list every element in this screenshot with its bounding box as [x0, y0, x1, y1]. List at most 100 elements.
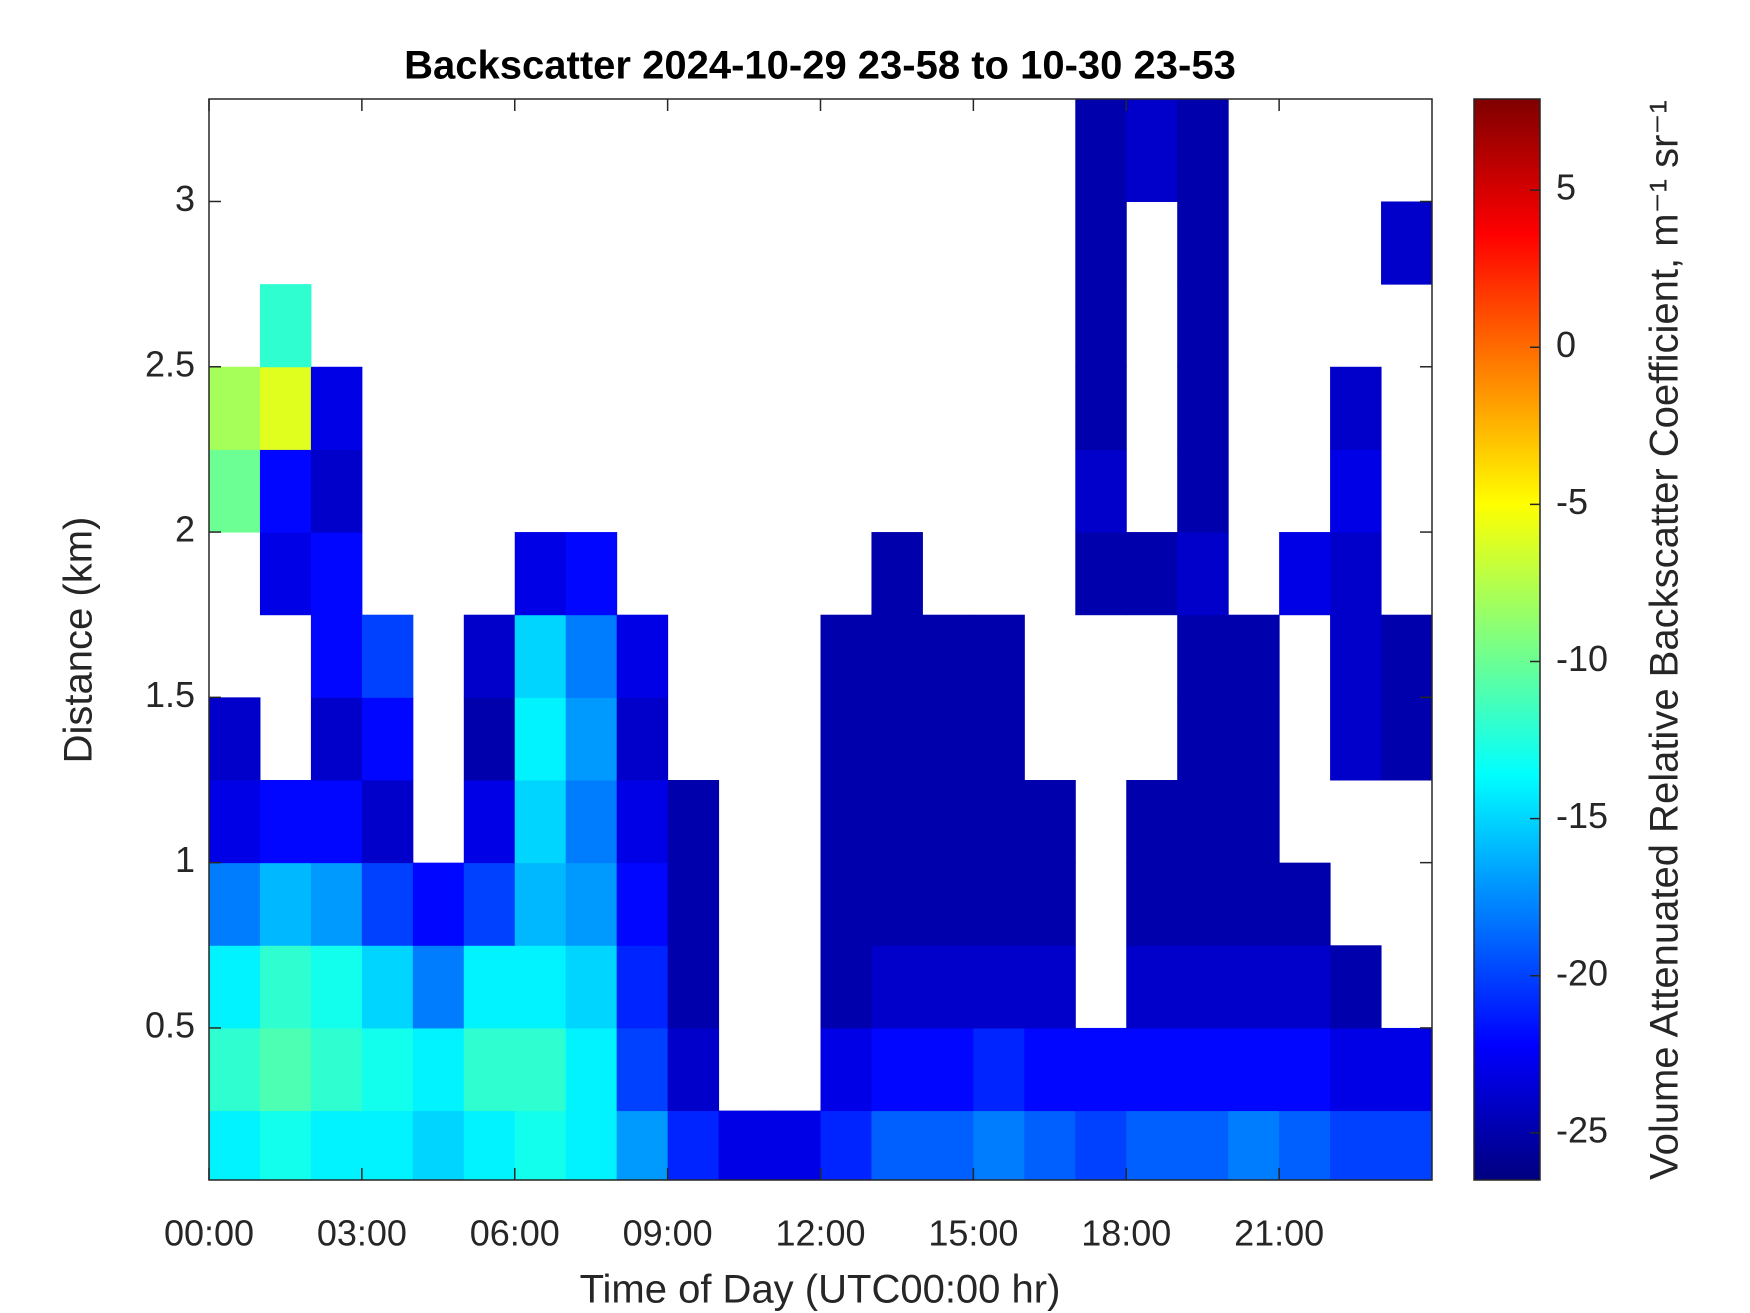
- heatmap-cell: [463, 614, 516, 698]
- heatmap-cell: [973, 945, 1025, 1029]
- heatmap-cell: [871, 532, 923, 616]
- heatmap-cell: [514, 697, 567, 781]
- heatmap-cell: [412, 1027, 465, 1112]
- y-tick-label: 1.5: [145, 674, 195, 715]
- heatmap-cell: [514, 779, 567, 864]
- heatmap-cell: [1075, 366, 1127, 450]
- heatmap-cell: [1177, 201, 1229, 285]
- heatmap-cell: [1024, 862, 1076, 946]
- y-tick-label: 2.5: [145, 343, 195, 384]
- heatmap-cell: [259, 1110, 312, 1181]
- heatmap-cell: [1126, 945, 1178, 1029]
- heatmap-cell: [871, 1110, 923, 1181]
- heatmap-cell: [769, 1110, 821, 1181]
- heatmap-cell: [361, 697, 414, 781]
- heatmap-cell: [1228, 862, 1280, 946]
- heatmap-cell: [361, 1110, 414, 1181]
- x-tick-label: 18:00: [1081, 1213, 1171, 1254]
- heatmap-cell: [922, 1027, 974, 1112]
- heatmap-cell: [259, 284, 312, 368]
- heatmap-cell: [412, 862, 465, 946]
- heatmap-cell: [1126, 532, 1178, 616]
- heatmap-cell: [514, 945, 567, 1029]
- heatmap-cell: [1177, 366, 1229, 450]
- y-axis-label: Distance (km): [57, 517, 101, 764]
- heatmap-cell: [514, 862, 567, 946]
- heatmap-cell: [667, 1110, 720, 1181]
- x-tick-label: 09:00: [623, 1213, 713, 1254]
- heatmap-cell: [259, 532, 312, 616]
- heatmap-cell: [871, 779, 923, 864]
- heatmap-cell: [259, 779, 312, 864]
- heatmap-cell: [973, 1027, 1025, 1112]
- heatmap-cell: [871, 614, 923, 698]
- heatmap-cell: [565, 532, 618, 616]
- heatmap-cell: [259, 1027, 312, 1112]
- heatmap-cell: [616, 697, 669, 781]
- x-tick-label: 21:00: [1234, 1213, 1324, 1254]
- heatmap-cell: [361, 862, 414, 946]
- heatmap-cell: [463, 1027, 516, 1112]
- heatmap-cell: [1330, 449, 1382, 533]
- heatmap-cell: [259, 366, 312, 450]
- heatmap-cell: [1126, 1110, 1178, 1181]
- heatmap-cell: [1075, 201, 1127, 285]
- heatmap-cell: [1330, 945, 1382, 1029]
- y-tick-label: 0.5: [145, 1004, 195, 1045]
- colorbar-tick-label: 5: [1556, 167, 1576, 208]
- heatmap-cell: [1126, 862, 1178, 946]
- heatmap-cell: [871, 697, 923, 781]
- colorbar-label: Volume Attenuated Relative Backscatter C…: [1643, 100, 1687, 1180]
- heatmap-cell: [1330, 614, 1382, 698]
- heatmap-cell: [820, 614, 872, 698]
- heatmap-cell: [1228, 945, 1280, 1029]
- colorbar-tick-label: -5: [1556, 481, 1588, 522]
- heatmap-cell: [871, 945, 923, 1029]
- heatmap-cell: [259, 945, 312, 1029]
- heatmap-cell: [514, 1027, 567, 1112]
- heatmap-cell: [1330, 1027, 1382, 1112]
- heatmap-cell: [1126, 99, 1178, 202]
- heatmap-cell: [310, 449, 363, 533]
- heatmap-cell: [922, 697, 974, 781]
- heatmap-cell: [871, 1027, 923, 1112]
- colorbar-tick-label: -25: [1556, 1109, 1608, 1150]
- heatmap-cell: [209, 1027, 261, 1112]
- heatmap-cell: [1177, 449, 1229, 533]
- heatmap-cell: [1126, 1027, 1178, 1112]
- heatmap-cell: [361, 779, 414, 864]
- heatmap-cell: [1177, 284, 1229, 368]
- heatmap-cell: [565, 945, 618, 1029]
- heatmap-cell: [1279, 1027, 1331, 1112]
- y-tick-label: 3: [175, 178, 195, 219]
- colorbar-tick-label: 0: [1556, 324, 1576, 365]
- heatmap-cell: [463, 945, 516, 1029]
- heatmap-cell: [463, 862, 516, 946]
- x-tick-label: 15:00: [928, 1213, 1018, 1254]
- heatmap-cell: [1177, 697, 1229, 781]
- heatmap-cell: [616, 945, 669, 1029]
- heatmap-cell: [1024, 1027, 1076, 1112]
- heatmap-cell: [361, 614, 414, 698]
- heatmap-cell: [922, 779, 974, 864]
- heatmap-cell: [310, 614, 363, 698]
- heatmap-cell: [209, 697, 261, 781]
- heatmap-cell: [1024, 1110, 1076, 1181]
- heatmap-cell: [1228, 1027, 1280, 1112]
- heatmap-cell: [1177, 532, 1229, 616]
- y-tick-label: 1: [175, 839, 195, 880]
- heatmap-cell: [1075, 449, 1127, 533]
- heatmap-cell: [514, 614, 567, 698]
- heatmap-cell: [616, 1027, 669, 1112]
- heatmap-cell: [209, 862, 261, 946]
- colorbar-tick-label: -20: [1556, 952, 1608, 993]
- heatmap-cell: [1228, 1110, 1280, 1181]
- heatmap-cell: [1330, 1110, 1382, 1181]
- heatmap-cell: [1075, 284, 1127, 368]
- heatmap-cell: [565, 779, 618, 864]
- heatmap-cell: [565, 614, 618, 698]
- heatmap-cell: [1330, 697, 1382, 781]
- heatmap-cell: [973, 1110, 1025, 1181]
- heatmap-cell: [1177, 1027, 1229, 1112]
